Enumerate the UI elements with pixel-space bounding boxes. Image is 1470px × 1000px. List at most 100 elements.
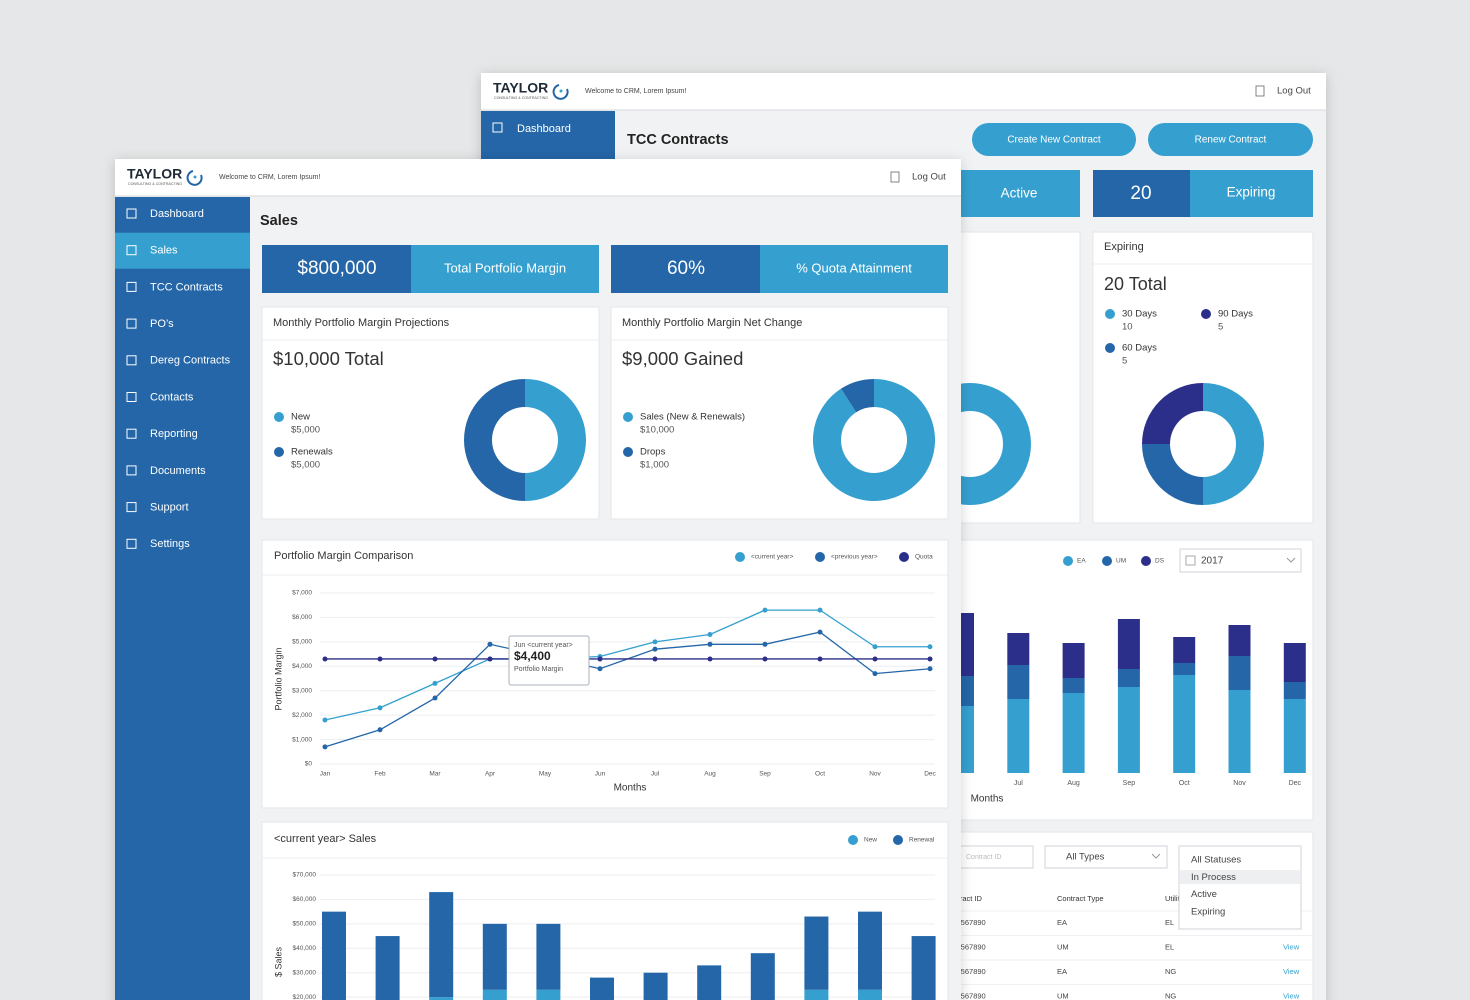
tooltip-title: Jun <current year> bbox=[514, 642, 573, 649]
legend-swatch bbox=[1105, 343, 1115, 353]
y-tick-label: $5,000 bbox=[292, 639, 312, 646]
x-tick-label: Apr bbox=[485, 771, 496, 778]
point bbox=[817, 656, 823, 662]
x-tick-label: Aug bbox=[704, 771, 716, 778]
bar-segment bbox=[1062, 678, 1085, 693]
view-link[interactable]: View bbox=[1283, 942, 1300, 951]
line-series bbox=[324, 609, 930, 721]
bar-segment bbox=[1062, 643, 1085, 678]
point bbox=[322, 717, 328, 723]
y-tick-label: $70,000 bbox=[293, 872, 317, 879]
point bbox=[377, 705, 383, 711]
point bbox=[322, 656, 328, 662]
x-tick-label: May bbox=[539, 771, 552, 778]
card-title: Expiring bbox=[1104, 241, 1144, 253]
bar-segment bbox=[804, 989, 829, 1000]
button[interactable] bbox=[1148, 123, 1313, 156]
legend-value: 5 bbox=[1122, 356, 1127, 367]
tagline: CONSULTING & CONTRACTING bbox=[494, 96, 548, 100]
legend-value: 5 bbox=[1218, 322, 1223, 333]
legend-value: 10 bbox=[1122, 322, 1133, 333]
calendar-icon bbox=[1185, 555, 1196, 566]
cell: NG bbox=[1165, 991, 1176, 1000]
x-tick-label: Feb bbox=[374, 771, 386, 778]
nav-item[interactable]: Sales bbox=[150, 245, 178, 257]
y-axis-label: Portfolio Margin bbox=[273, 647, 283, 710]
dropdown-option[interactable]: In Process bbox=[1191, 872, 1236, 883]
x-tick-label: Mar bbox=[429, 771, 441, 778]
x-tick-label: Jun bbox=[595, 771, 606, 778]
donut-segment bbox=[525, 379, 586, 501]
bar-segment bbox=[697, 965, 722, 1000]
legend-label: New bbox=[291, 412, 310, 423]
select[interactable] bbox=[1044, 845, 1168, 869]
stat-label: Active bbox=[1001, 186, 1038, 201]
point bbox=[432, 680, 438, 686]
dropdown-option[interactable]: Expiring bbox=[1191, 906, 1225, 917]
legend-swatch bbox=[623, 447, 633, 457]
stat-label: Expiring bbox=[1227, 185, 1276, 200]
nav-icon bbox=[126, 318, 137, 329]
logout-link[interactable]: Log Out bbox=[1277, 86, 1311, 97]
logout-link[interactable]: Log Out bbox=[912, 172, 946, 183]
nav-item[interactable]: Settings bbox=[150, 538, 190, 550]
legend-label: New bbox=[864, 837, 877, 844]
tooltip-label: Portfolio Margin bbox=[514, 666, 563, 673]
bar-segment bbox=[804, 916, 829, 990]
stat-value-box bbox=[262, 245, 411, 293]
chevron bbox=[1286, 557, 1296, 563]
card-total: $9,000 Gained bbox=[622, 348, 743, 369]
nav-item[interactable]: TCC Contracts bbox=[150, 281, 223, 293]
x-tick-label: Oct bbox=[815, 771, 825, 778]
select-value: 2017 bbox=[1201, 556, 1224, 567]
nav-item[interactable]: Reporting bbox=[150, 428, 198, 440]
x-tick-label: Oct bbox=[1179, 780, 1190, 787]
welcome: Welcome to CRM, Lorem Ipsum! bbox=[585, 88, 686, 95]
cell: UM bbox=[1057, 942, 1069, 951]
point bbox=[817, 629, 823, 635]
button[interactable] bbox=[972, 123, 1136, 156]
legend-label: 90 Days bbox=[1218, 309, 1253, 320]
point bbox=[652, 656, 658, 662]
dropdown-option[interactable]: All Statuses bbox=[1191, 855, 1241, 866]
x-tick-label: Dec bbox=[924, 771, 936, 778]
dropdown-option[interactable]: Active bbox=[1191, 889, 1217, 900]
bar-segment bbox=[1117, 669, 1140, 687]
chevron bbox=[1151, 853, 1161, 859]
nav-item[interactable]: Dereg Contracts bbox=[150, 355, 231, 367]
card-title: Monthly Portfolio Margin Projections bbox=[273, 317, 450, 329]
view-link[interactable]: View bbox=[1283, 967, 1300, 976]
placeholder: Contract ID bbox=[966, 854, 1001, 861]
nav-item[interactable]: Documents bbox=[150, 465, 206, 477]
nav-item[interactable]: Support bbox=[150, 502, 189, 514]
point bbox=[872, 671, 878, 677]
x-tick-label: Dec bbox=[1289, 780, 1302, 787]
nav-icon bbox=[126, 281, 137, 292]
nav-item[interactable]: Dashboard bbox=[517, 123, 571, 135]
donut-segment bbox=[1203, 383, 1264, 505]
x-tick-label: Jul bbox=[1014, 780, 1023, 787]
stat-label-box bbox=[760, 245, 948, 293]
legend-value: $5,000 bbox=[291, 460, 320, 471]
legend-swatch bbox=[1105, 309, 1115, 319]
bar-segment bbox=[536, 923, 561, 990]
legend-label: 30 Days bbox=[1122, 309, 1157, 320]
nav-item[interactable]: Contacts bbox=[150, 391, 194, 403]
nav-icon bbox=[126, 465, 137, 476]
card-total: 20 Total bbox=[1104, 274, 1167, 294]
select[interactable] bbox=[1179, 548, 1302, 573]
view-link[interactable]: View bbox=[1283, 991, 1300, 1000]
y-tick-label: $1,000 bbox=[292, 736, 312, 743]
legend-swatch bbox=[274, 447, 284, 457]
bar-segment bbox=[1228, 690, 1251, 773]
column-header: Contract Type bbox=[1057, 894, 1104, 903]
nav-icon bbox=[126, 502, 137, 513]
nav-active bbox=[115, 232, 250, 269]
legend-label: 60 Days bbox=[1122, 343, 1157, 354]
nav-item[interactable]: Dashboard bbox=[150, 208, 204, 220]
point bbox=[707, 641, 713, 647]
nav-item[interactable]: PO’s bbox=[150, 318, 174, 330]
bar-segment bbox=[322, 911, 346, 1000]
point bbox=[872, 644, 878, 650]
